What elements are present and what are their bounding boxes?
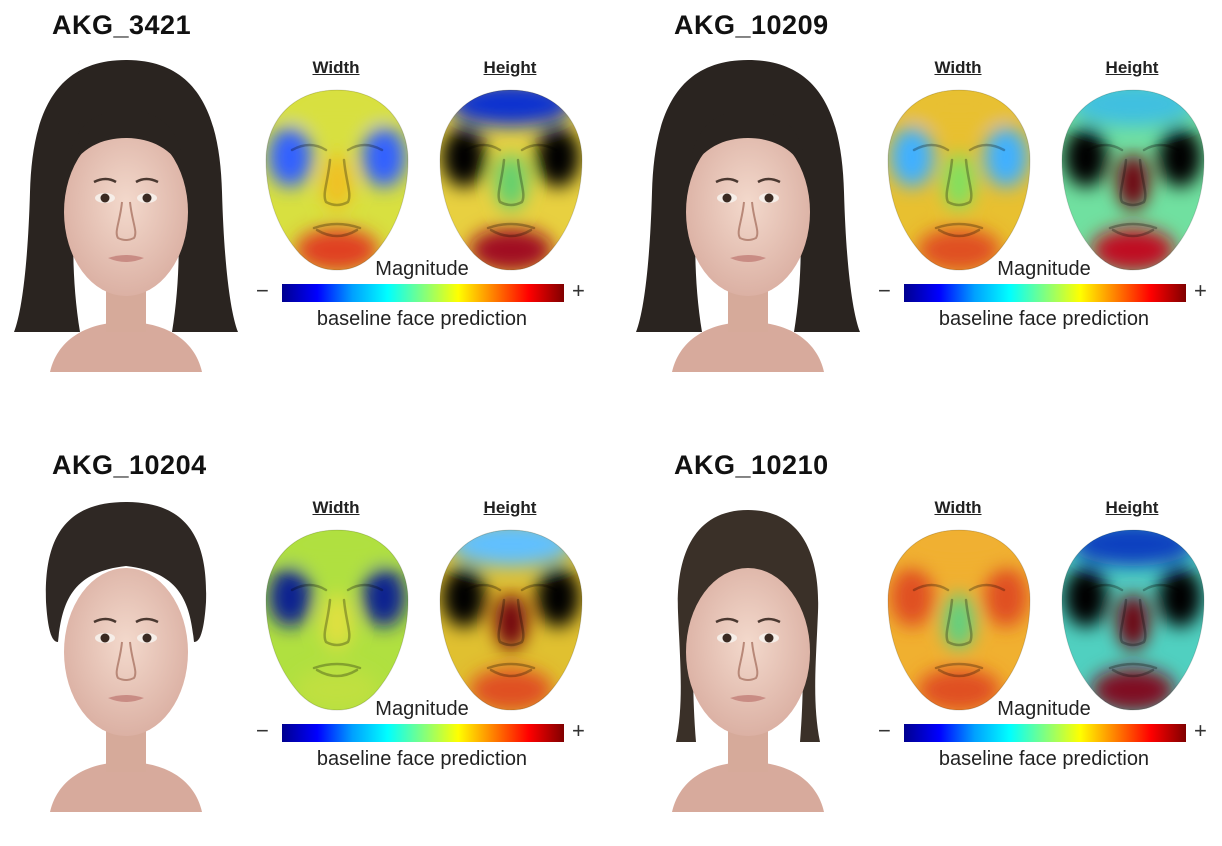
subject-id-title: AKG_10209 — [674, 10, 829, 40]
face-photo — [14, 60, 238, 372]
colorbar-minus: − — [878, 718, 891, 743]
height-heatmap — [1061, 89, 1205, 271]
face-panel: AKG_10204 Width Height Magnitude − + baseline … — [0, 440, 611, 846]
height-heatmap — [1061, 529, 1205, 711]
subject-id-title: AKG_10210 — [674, 450, 829, 480]
width-label: Width — [934, 58, 982, 77]
width-label: Width — [934, 498, 982, 517]
height-heatmap — [439, 89, 583, 271]
face-panel: AKG_3421 Width Height Magnitude − + baseline f… — [0, 0, 611, 406]
face-photo — [672, 510, 824, 812]
colorbar — [904, 724, 1186, 742]
height-label: Height — [483, 58, 537, 77]
face-panel: AKG_10209 Width Height Magnitude − + baseline … — [622, 0, 1222, 406]
colorbar-caption: baseline face prediction — [316, 748, 528, 770]
colorbar-plus: + — [1194, 718, 1207, 743]
colorbar — [282, 284, 564, 302]
width-label: Width — [312, 58, 360, 77]
face-photo — [45, 502, 207, 812]
colorbar — [282, 724, 564, 742]
height-label: Height — [1105, 58, 1159, 77]
magnitude-label: Magnitude — [375, 258, 469, 280]
height-label: Height — [483, 498, 537, 517]
colorbar-plus: + — [1194, 278, 1207, 303]
colorbar-plus: + — [572, 278, 585, 303]
colorbar-plus: + — [572, 718, 585, 743]
height-heatmap — [439, 529, 583, 711]
colorbar-minus: − — [256, 278, 269, 303]
subject-id-title: AKG_10204 — [52, 450, 207, 480]
width-heatmap — [265, 529, 409, 711]
colorbar — [904, 284, 1186, 302]
colorbar-caption: baseline face prediction — [316, 308, 528, 330]
magnitude-label: Magnitude — [997, 698, 1091, 720]
height-label: Height — [1105, 498, 1159, 517]
width-label: Width — [312, 498, 360, 517]
face-panel: AKG_10210 Width Height Magnitude − + baseline … — [622, 440, 1222, 846]
magnitude-label: Magnitude — [997, 258, 1091, 280]
width-heatmap — [887, 89, 1031, 271]
width-heatmap — [265, 89, 409, 271]
colorbar-minus: − — [256, 718, 269, 743]
colorbar-caption: baseline face prediction — [938, 748, 1150, 770]
colorbar-minus: − — [878, 278, 891, 303]
colorbar-caption: baseline face prediction — [938, 308, 1150, 330]
width-heatmap — [887, 529, 1031, 711]
magnitude-label: Magnitude — [375, 698, 469, 720]
subject-id-title: AKG_3421 — [52, 10, 192, 40]
face-photo — [636, 60, 860, 372]
